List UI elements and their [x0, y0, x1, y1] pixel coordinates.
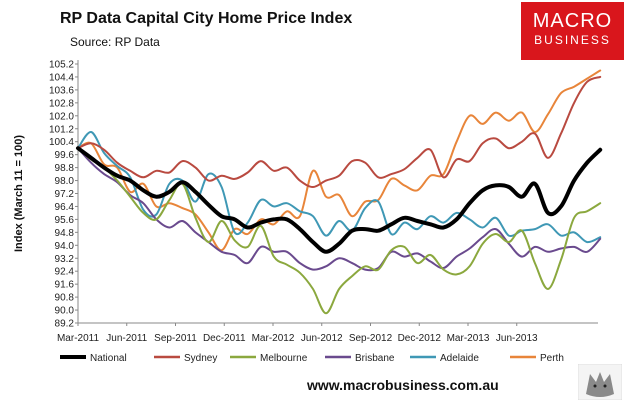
- logo-line1: MACRO: [532, 10, 613, 32]
- macrobusiness-logo: MACRO BUSINESS: [521, 2, 624, 60]
- y-tick-label: 94.0: [55, 241, 75, 252]
- y-tick-label: 97.2: [55, 189, 75, 200]
- y-tick-label: 98.0: [55, 176, 75, 187]
- y-tick-label: 93.2: [55, 254, 75, 265]
- wolf-logo-icon: [578, 364, 622, 400]
- y-tick-label: 92.4: [55, 267, 75, 278]
- y-tick-label: 104.4: [49, 72, 74, 83]
- x-tick-label: Jun-2013: [496, 333, 538, 344]
- y-tick-label: 98.8: [55, 163, 75, 174]
- y-tick-label: 89.2: [55, 319, 75, 330]
- x-tick-label: Sep-2012: [349, 333, 393, 344]
- x-tick-label: Mar-2013: [447, 333, 490, 344]
- y-tick-label: 90.0: [55, 306, 75, 317]
- x-tick-label: Dec-2012: [398, 333, 442, 344]
- series-line-sydney: [77, 75, 602, 188]
- y-tick-label: 96.4: [55, 202, 75, 213]
- x-tick-label: Jun-2012: [301, 333, 343, 344]
- series-line-perth: [77, 69, 602, 252]
- legend-label-adelaide: Adelaide: [440, 353, 479, 364]
- website-url[interactable]: www.macrobusiness.com.au: [307, 377, 499, 393]
- y-tick-label: 103.6: [49, 85, 74, 96]
- y-tick-label: 99.6: [55, 150, 75, 161]
- y-tick-label: 102.0: [49, 111, 74, 122]
- y-tick-label: 94.8: [55, 228, 75, 239]
- series-line-melbourne: [77, 147, 602, 315]
- y-tick-label: 105.2: [49, 60, 74, 71]
- chart-subtitle: Source: RP Data: [70, 35, 160, 49]
- logo-line2: BUSINESS: [534, 33, 611, 47]
- y-tick-label: 91.6: [55, 280, 75, 291]
- y-tick-label: 100.4: [49, 137, 74, 148]
- chart-title: RP Data Capital City Home Price Index: [60, 10, 353, 27]
- legend-label-brisbane: Brisbane: [355, 353, 395, 364]
- y-tick-label: 102.8: [49, 98, 74, 109]
- y-axis-label: Index (March 11 = 100): [13, 135, 25, 252]
- series-line-national: [76, 146, 603, 254]
- y-tick-label: 95.6: [55, 215, 75, 226]
- legend-label-sydney: Sydney: [184, 353, 217, 364]
- x-tick-label: Dec-2011: [203, 333, 246, 344]
- x-tick-label: Jun-2011: [106, 333, 147, 344]
- series-line-brisbane: [77, 147, 602, 272]
- y-tick-label: 90.8: [55, 293, 75, 304]
- x-tick-label: Mar-2012: [252, 333, 295, 344]
- x-tick-label: Sep-2011: [154, 333, 197, 344]
- legend-label-national: National: [90, 353, 127, 364]
- y-tick-label: 101.2: [49, 124, 74, 135]
- legend-label-perth: Perth: [540, 353, 564, 364]
- x-tick-label: Mar-2011: [57, 333, 99, 344]
- series-line-adelaide: [77, 131, 602, 244]
- legend-label-melbourne: Melbourne: [260, 353, 308, 364]
